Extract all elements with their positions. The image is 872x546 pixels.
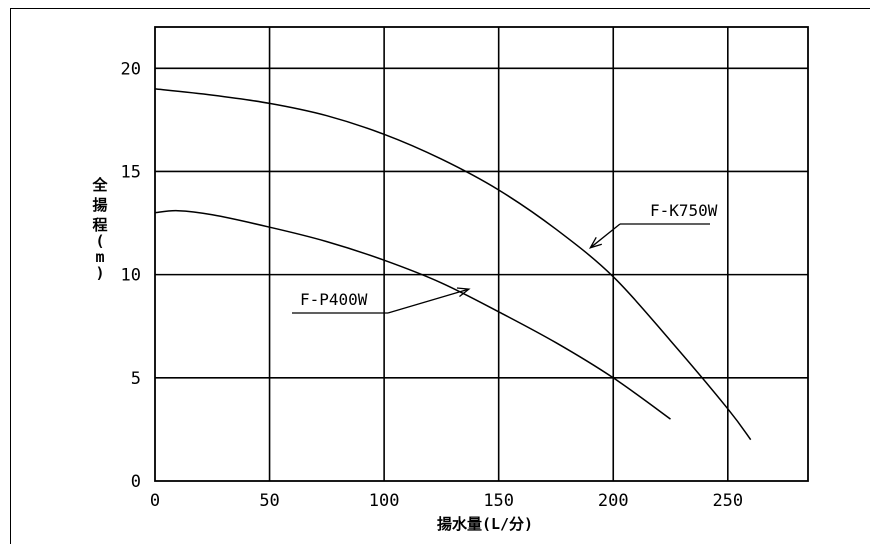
x-tick-label-50: 50 <box>259 491 279 511</box>
leader-arrow-f-k750w <box>588 237 602 249</box>
tick-labels: 0 50 100 150 200 250 0 5 10 15 20 <box>121 59 744 511</box>
curves <box>154 88 752 441</box>
leader-line-f-k750w <box>589 223 621 249</box>
annotations: F-K750W F-P400W <box>292 201 718 314</box>
y-tick-label-5: 5 <box>131 369 141 389</box>
y-tick-label-10: 10 <box>121 266 141 286</box>
plot-area-border <box>154 26 809 482</box>
x-tick-label-100: 100 <box>369 491 400 511</box>
x-axis-title: 揚水量(L/分) <box>437 515 533 533</box>
curve-f-p400w <box>154 209 671 420</box>
y-tick-label-0: 0 <box>131 472 141 492</box>
curve-f-k750w <box>154 88 752 441</box>
x-tick-label-150: 150 <box>483 491 514 511</box>
curve-label-f-k750w: F-K750W <box>650 201 718 220</box>
x-tick-label-250: 250 <box>712 491 743 511</box>
y-tick-label-20: 20 <box>121 59 141 79</box>
x-tick-label-0: 0 <box>150 491 160 511</box>
leader-line-f-p400w <box>387 288 470 314</box>
y-tick-label-15: 15 <box>121 162 141 182</box>
x-tick-label-200: 200 <box>598 491 629 511</box>
page-frame <box>10 8 870 544</box>
leader-arrow-f-p400w <box>456 287 471 298</box>
y-axis-title: 全揚程(m) <box>91 176 108 282</box>
grid-lines <box>155 27 808 481</box>
curve-label-f-p400w: F-P400W <box>300 290 368 309</box>
